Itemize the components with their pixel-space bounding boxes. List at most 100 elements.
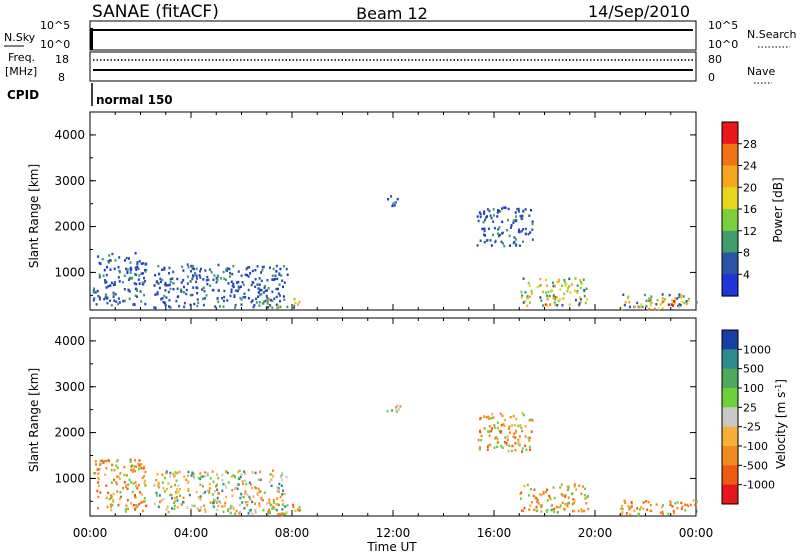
velocity-scatter-point: [640, 506, 642, 509]
power-scatter-point: [628, 305, 631, 309]
velocity-scatter-point: [681, 505, 684, 509]
velocity-scatter-point: [139, 491, 142, 494]
velocity-scatter-point: [94, 460, 97, 463]
power-scatter-point: [278, 294, 281, 297]
power-scatter-point: [163, 268, 166, 271]
power-scatter-point: [498, 226, 501, 229]
power-scatter-point: [672, 304, 674, 307]
velocity-scatter-point: [624, 501, 627, 504]
power-scatter-point: [168, 266, 171, 270]
velocity-scatter-point: [211, 493, 214, 496]
velocity-scatter-point: [157, 484, 159, 487]
power-scatter-point: [222, 299, 225, 303]
power-scatter-point: [391, 204, 394, 208]
power-scatter-point: [627, 295, 630, 299]
velocity-scatter-point: [518, 435, 521, 438]
power-scatter-point: [503, 206, 506, 209]
velocity-scatter-point: [519, 424, 522, 427]
velocity-scatter-point: [520, 491, 523, 494]
velocity-scatter-point: [278, 482, 281, 486]
power-scatter-point: [215, 277, 218, 280]
power-scatter-point: [126, 271, 129, 275]
power-scatter-point: [254, 285, 257, 288]
power-scatter-point: [529, 301, 531, 304]
velocity-scatter-point: [559, 504, 562, 507]
power-scatter-point: [553, 284, 556, 287]
power-scatter-point: [157, 265, 160, 268]
velocity-scatter-point: [284, 505, 287, 508]
time-tick-label: 12:00: [376, 526, 411, 540]
power-scatter-point: [164, 289, 167, 292]
velocity-scatter-point: [130, 502, 133, 505]
velocity-scatter-point: [239, 496, 242, 500]
velocity-scatter-point: [206, 473, 209, 477]
velocity-scatter-point: [212, 501, 215, 504]
power-scatter-point: [483, 233, 486, 236]
velocity-scatter-point: [695, 500, 698, 503]
power-scatter-point: [237, 287, 240, 291]
power-scatter-point: [501, 242, 504, 245]
power-scatter-point: [135, 268, 138, 271]
power-scatter-point: [496, 211, 499, 214]
power-scatter-point: [232, 285, 235, 289]
power-scatter-point: [506, 228, 509, 232]
power-scatter-point: [261, 265, 264, 269]
velocity-scatter-point: [650, 509, 653, 513]
velocity-scatter-point: [672, 509, 675, 513]
velocity-scatter-point: [399, 405, 402, 408]
velocity-scatter-point: [268, 501, 271, 504]
velocity-scatter-point: [110, 468, 113, 472]
power-scatter-point: [662, 300, 665, 303]
velocity-colorbar-swatch: [722, 426, 738, 447]
power-scatter-point: [522, 240, 524, 243]
power-scatter-point: [161, 268, 163, 271]
power-scatter-point: [202, 303, 205, 307]
velocity-scatter-point: [238, 503, 241, 507]
velocity-colorbar-tick-label: 500: [743, 363, 764, 376]
power-scatter-point: [513, 236, 516, 239]
velocity-colorbar-tick-label: 100: [743, 382, 764, 395]
power-scatter-point: [498, 234, 500, 238]
power-scatter-point: [140, 300, 143, 303]
power-scatter-point: [187, 266, 190, 269]
velocity-scatter-point: [258, 502, 261, 505]
velocity-scatter-point: [133, 465, 136, 468]
velocity-scatter-point: [109, 503, 112, 506]
velocity-scatter-point: [583, 509, 586, 513]
velocity-scatter-point: [174, 483, 176, 487]
velocity-scatter-point: [166, 487, 168, 491]
cpid-value: normal 150: [96, 93, 173, 107]
velocity-scatter-point: [105, 467, 108, 470]
power-scatter-point: [190, 270, 192, 273]
power-scatter-point: [114, 293, 117, 296]
velocity-scatter-point: [213, 490, 216, 493]
velocity-scatter-point: [298, 505, 301, 509]
power-scatter-point: [213, 274, 216, 277]
power-scatter-point: [258, 277, 261, 280]
beam-title: Beam 12: [356, 4, 428, 23]
velocity-scatter-point: [162, 487, 165, 490]
velocity-scatter-point: [243, 479, 246, 483]
velocity-scatter-point: [506, 435, 509, 438]
velocity-panel: 4000 3000 2000 1000 Slant Range [km] 1000 50…: [27, 317, 788, 517]
velocity-scatter-point: [251, 471, 254, 474]
velocity-scatter-point: [106, 496, 108, 499]
velocity-scatter-point: [246, 493, 249, 496]
power-scatter-point: [522, 209, 525, 213]
velocity-scatter-point: [153, 502, 156, 506]
power-scatter-point: [110, 281, 113, 285]
velocity-scatter-point: [175, 495, 178, 499]
power-scatter-point: [154, 293, 157, 296]
velocity-scatter-point: [560, 483, 563, 486]
velocity-scatter-point: [174, 496, 176, 500]
velocity-scatter-point: [522, 509, 525, 513]
velocity-scatter-point: [217, 504, 220, 508]
power-scatter-point: [539, 284, 542, 287]
velocity-colorbar-tick-label: 1000: [743, 343, 771, 356]
power-scatter-point: [111, 252, 114, 256]
power-scatter-point: [661, 293, 664, 296]
power-scatter-point: [503, 244, 506, 248]
power-scatter-point: [678, 303, 681, 306]
velocity-scatter-point: [187, 487, 190, 491]
power-scatter-point: [229, 294, 232, 298]
